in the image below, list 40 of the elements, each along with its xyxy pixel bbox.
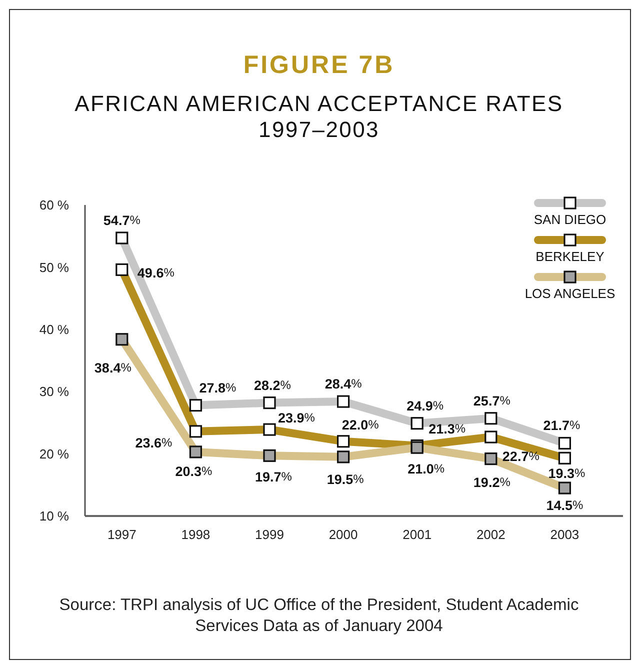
source-note: Source: TRPI analysis of UC Office of the President, Student Academic Services Data as of January 2004 xyxy=(58,595,580,637)
data-label: 20.3% xyxy=(175,463,213,478)
x-tick-label: 2000 xyxy=(328,527,358,542)
y-tick-label: 50 % xyxy=(39,260,70,275)
data-label: 21.3% xyxy=(428,421,466,436)
data-label: 19.3% xyxy=(548,466,586,481)
data-label: 19.7% xyxy=(255,469,292,484)
data-label: 22.7% xyxy=(502,448,540,464)
data-label: 54.7% xyxy=(103,212,141,228)
x-tick-label: 1997 xyxy=(107,527,136,542)
chart-title: FIGURE 7B xyxy=(242,50,396,80)
legend-label: LOS ANGELES xyxy=(524,285,616,303)
data-label: 27.8% xyxy=(199,380,237,395)
data-label: 49.6% xyxy=(137,265,175,280)
data-label: 21.0% xyxy=(408,461,445,476)
data-label: 22.0% xyxy=(342,416,380,432)
x-tick-label: 1999 xyxy=(255,527,284,542)
legend-label: SAN DIEGO xyxy=(534,211,606,229)
data-label: 21.7% xyxy=(543,418,581,433)
y-tick-label: 30 % xyxy=(39,384,70,400)
data-label: 38.4% xyxy=(94,360,132,375)
data-label: 28.4% xyxy=(324,376,362,392)
data-label: 23.9% xyxy=(278,410,316,426)
x-tick-label: 2001 xyxy=(402,527,432,542)
y-tick-label: 10 % xyxy=(39,508,70,524)
y-tick-label: 40 % xyxy=(39,322,70,338)
data-label: 19.2% xyxy=(473,474,511,490)
data-label: 19.5% xyxy=(326,471,364,486)
x-tick-label: 2002 xyxy=(476,527,506,542)
x-tick-label: 1998 xyxy=(181,527,210,542)
y-tick-label: 60 % xyxy=(39,198,70,213)
data-label: 14.5% xyxy=(546,498,584,513)
x-tick-label: 2003 xyxy=(550,527,580,542)
data-label: 24.9% xyxy=(406,398,444,413)
data-label: 25.7% xyxy=(473,392,511,408)
data-label: 23.6% xyxy=(135,434,173,450)
data-label: 28.2% xyxy=(254,377,292,392)
legend-label: BERKELEY xyxy=(536,248,604,266)
y-tick-label: 20 % xyxy=(39,446,70,462)
chart-subtitle: AFRICAN AMERICAN ACCEPTANCE RATES 1997–2003 xyxy=(74,91,564,143)
